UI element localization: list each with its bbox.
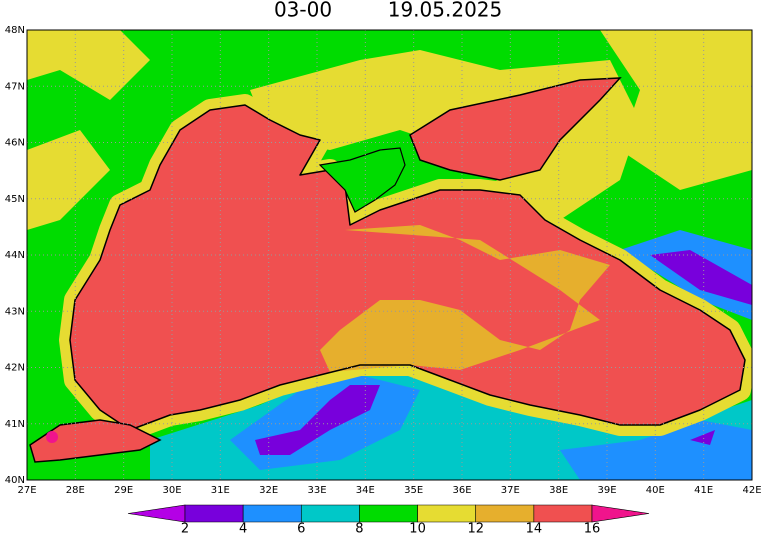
sea-mid bbox=[320, 225, 610, 372]
warm-land bbox=[27, 30, 752, 230]
colorbar-tick-label: 6 bbox=[297, 522, 305, 534]
title-date: 19.05.2025 bbox=[388, 0, 503, 22]
lon-label: 32E bbox=[259, 485, 278, 496]
lat-label: 41N bbox=[5, 419, 25, 430]
colorbar-tick-label: 16 bbox=[584, 522, 601, 534]
coldest-area bbox=[255, 250, 752, 455]
lon-label: 28E bbox=[66, 485, 85, 496]
colorbar-segment bbox=[475, 504, 535, 523]
colorbar-segment bbox=[417, 504, 477, 523]
colorbar: 2 4 6 8 10 12 14 16 bbox=[127, 504, 650, 534]
sea-core bbox=[70, 105, 745, 430]
colorbar-segment bbox=[184, 504, 244, 523]
lon-label: 39E bbox=[597, 485, 616, 496]
lon-label: 33E bbox=[307, 485, 326, 496]
colorbar-segment bbox=[242, 504, 302, 523]
lon-label: 30E bbox=[162, 485, 181, 496]
lon-label: 40E bbox=[646, 485, 665, 496]
lat-label: 47N bbox=[5, 81, 25, 92]
colorbar-segment bbox=[359, 504, 418, 523]
cold-area bbox=[230, 230, 752, 480]
colorbar-tick-label: 2 bbox=[181, 522, 189, 534]
title-time: 03-00 bbox=[274, 0, 332, 22]
lon-label: 41E bbox=[694, 485, 713, 496]
lon-label: 42E bbox=[742, 485, 761, 496]
lat-label: 48N bbox=[5, 25, 25, 36]
colorbar-segment bbox=[533, 504, 593, 523]
colorbar-segment bbox=[300, 504, 360, 523]
marmara-hot bbox=[46, 431, 58, 443]
coastline bbox=[69, 104, 746, 431]
colorbar-tick-label: 12 bbox=[467, 522, 484, 534]
colorbar-tick-label: 4 bbox=[239, 522, 247, 534]
lon-label: 36E bbox=[452, 485, 471, 496]
lat-label: 43N bbox=[5, 306, 25, 317]
marmara-sea bbox=[29, 419, 162, 463]
colorbar-tick-label: 10 bbox=[409, 522, 426, 534]
graticule bbox=[27, 30, 752, 480]
lon-label: 37E bbox=[501, 485, 520, 496]
lon-label: 27E bbox=[17, 485, 36, 496]
map-frame bbox=[26, 29, 753, 481]
lon-label: 35E bbox=[404, 485, 423, 496]
lon-label: 38E bbox=[549, 485, 568, 496]
colorbar-tick-label: 14 bbox=[526, 522, 543, 534]
lat-label: 42N bbox=[5, 363, 25, 374]
lon-label: 31E bbox=[211, 485, 230, 496]
lat-label: 45N bbox=[5, 194, 25, 205]
lat-label: 46N bbox=[5, 138, 25, 149]
colorbar-tick-label: 8 bbox=[355, 522, 363, 534]
lon-label: 29E bbox=[114, 485, 133, 496]
lat-label: 44N bbox=[5, 250, 25, 261]
colorbar-segment bbox=[591, 504, 650, 523]
lat-label: 40N bbox=[5, 475, 25, 486]
lon-label: 34E bbox=[356, 485, 375, 496]
colorbar-segment bbox=[127, 504, 186, 523]
